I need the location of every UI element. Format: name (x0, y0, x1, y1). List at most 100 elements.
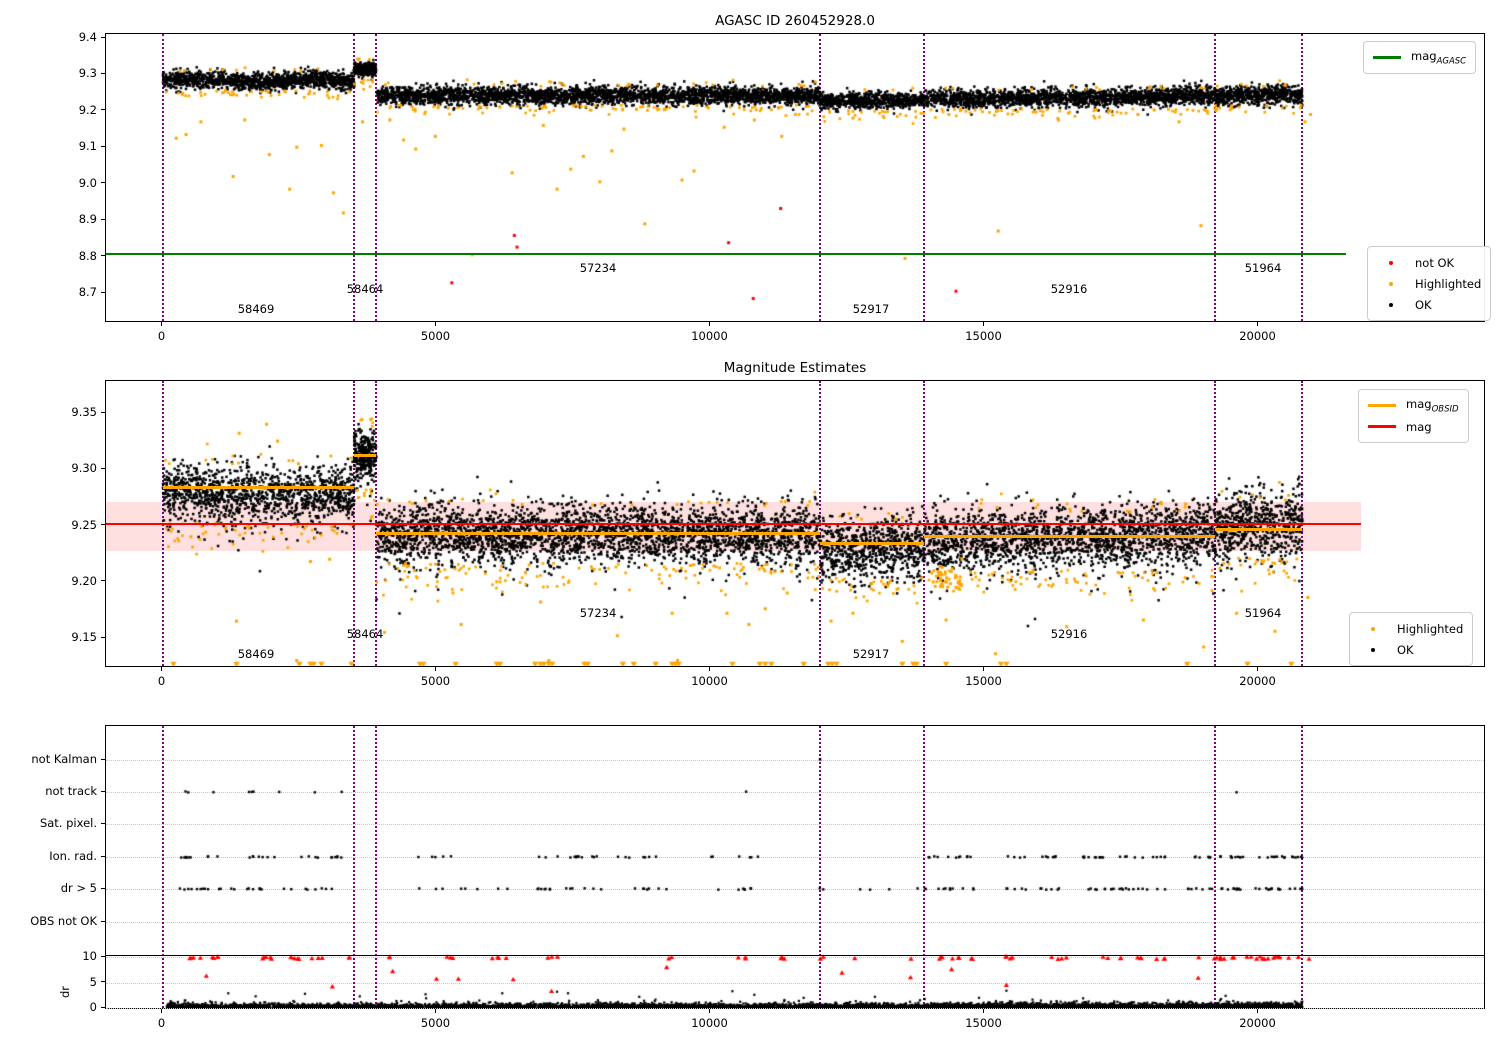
y-tick-mark (101, 758, 105, 760)
legend-dot-sample (1371, 626, 1375, 631)
flag-row-label: not track (45, 784, 97, 798)
legend-dot-sample (1371, 647, 1375, 652)
legend-label: OK (1415, 297, 1432, 312)
y-tick-mark (101, 411, 105, 413)
legend-swatch (1358, 626, 1388, 631)
y-tick-mark (101, 1006, 105, 1008)
x-tick-mark (983, 1009, 984, 1013)
legend-row: magAGASC (1372, 47, 1466, 68)
legend-row: OK (1358, 639, 1463, 660)
legend-line-sample (1368, 404, 1396, 407)
x-tick-mark (709, 322, 710, 326)
x-tick-label: 0 (157, 329, 166, 343)
x-tick-mark (709, 667, 710, 671)
y-tick-label: 9.1 (78, 139, 97, 154)
y-tick-mark (101, 218, 105, 220)
legend-row: mag (1367, 416, 1459, 437)
x-tick-label: 20000 (1239, 329, 1276, 343)
obsid-label: 58469 (237, 647, 275, 661)
legend-dot-sample (1389, 302, 1393, 307)
x-tick-mark (709, 1009, 710, 1013)
legend-line-sample (1368, 425, 1396, 428)
obsid-label: 52916 (1050, 627, 1088, 641)
x-tick-mark (1257, 667, 1258, 671)
mag-obsid-line (162, 486, 355, 490)
y-tick-mark (101, 72, 105, 74)
legend-swatch (1376, 281, 1406, 286)
obsid-label: 58464 (346, 627, 384, 641)
flag-row-label: dr > 5 (60, 881, 97, 895)
legend-label: OK (1397, 642, 1414, 657)
quality-flags-plot (105, 725, 1485, 1009)
dr-cap-line (106, 954, 1484, 956)
x-tick-label: 15000 (965, 674, 1002, 688)
dr-tick-label: 10 (82, 949, 97, 964)
y-tick-mark (101, 955, 105, 957)
bottom-scatter-canvas (106, 726, 1484, 1008)
top-plot-title: AGASC ID 260452928.0 (715, 13, 875, 29)
dr-tick-label: 0 (89, 1000, 97, 1014)
y-tick-label: 8.7 (78, 285, 97, 299)
legend-swatch (1358, 647, 1388, 652)
y-tick-mark (101, 790, 105, 792)
y-tick-label: 9.15 (71, 630, 97, 644)
legend-label: Highlighted (1415, 276, 1482, 291)
legend-dot-sample (1389, 281, 1393, 286)
y-tick-mark (101, 36, 105, 38)
obsid-label: 58464 (346, 282, 384, 296)
legend-swatch (1372, 56, 1402, 59)
y-tick-label: 8.8 (78, 248, 97, 263)
legend-swatch (1376, 260, 1406, 265)
x-tick-label: 5000 (420, 1016, 451, 1030)
flag-row-label: not Kalman (31, 752, 97, 766)
y-tick-mark (101, 981, 105, 983)
x-tick-mark (161, 322, 162, 326)
y-tick-label: 9.0 (78, 175, 97, 190)
y-tick-mark (101, 291, 105, 293)
legend-middle-markers: Highlighted OK (1349, 612, 1474, 666)
y-tick-label: 9.35 (71, 405, 97, 419)
legend-swatch (1367, 425, 1397, 428)
magnitude-vs-agasc-plot: 58469 58464 57234 52917 52916 51964 (105, 33, 1485, 322)
x-tick-label: 15000 (965, 1016, 1002, 1030)
legend-mag-agasc: magAGASC (1363, 41, 1477, 74)
x-tick-mark (1257, 322, 1258, 326)
y-tick-label: 8.9 (78, 212, 97, 227)
dr-axis-label: dr (58, 985, 72, 998)
x-tick-label: 5000 (420, 674, 451, 688)
legend-mag-obsid: magOBSID mag (1358, 389, 1469, 443)
x-tick-label: 0 (157, 674, 166, 688)
obsid-label: 57234 (579, 606, 617, 620)
flag-row-label: Sat. pixel. (39, 816, 97, 830)
x-tick-mark (435, 1009, 436, 1013)
obsid-label: 58469 (237, 302, 275, 316)
obsid-label: 51964 (1244, 261, 1282, 275)
legend-row: Highlighted (1358, 618, 1463, 639)
legend-swatch (1376, 302, 1406, 307)
x-tick-label: 15000 (965, 329, 1002, 343)
x-tick-label: 5000 (420, 329, 451, 343)
y-tick-mark (101, 822, 105, 824)
obsid-label: 57234 (579, 261, 617, 275)
obsid-label: 51964 (1244, 606, 1282, 620)
legend-row: Highlighted (1376, 273, 1481, 294)
y-tick-mark (101, 467, 105, 469)
legend-label: magAGASC (1411, 48, 1467, 67)
legend-label: Highlighted (1397, 621, 1464, 636)
mag-line (106, 523, 1361, 526)
y-tick-label: 9.30 (71, 461, 97, 476)
middle-plot-title: Magnitude Estimates (723, 360, 867, 376)
y-tick-mark (101, 580, 105, 582)
legend-label: mag (1406, 419, 1432, 434)
y-tick-mark (101, 887, 105, 889)
y-tick-label: 9.4 (78, 30, 97, 44)
y-tick-label: 9.20 (71, 573, 97, 588)
y-tick-mark (101, 145, 105, 147)
magnitude-estimates-plot: 58469 58464 57234 52917 52916 51964 (105, 380, 1485, 667)
legend-dot-sample (1389, 260, 1393, 265)
x-tick-label: 10000 (691, 1016, 728, 1030)
x-tick-mark (983, 322, 984, 326)
x-tick-mark (983, 667, 984, 671)
x-tick-mark (435, 322, 436, 326)
legend-row: not OK (1376, 252, 1481, 273)
